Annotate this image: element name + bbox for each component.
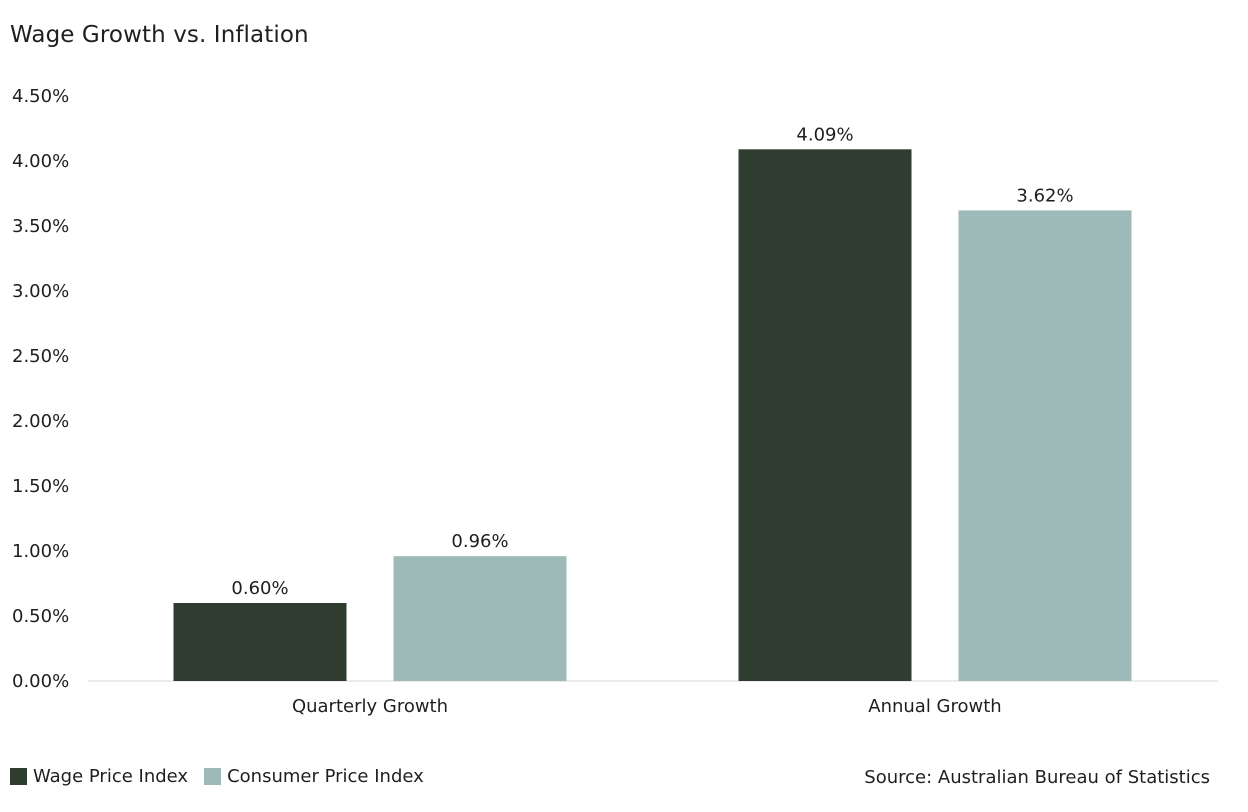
legend-item-wage: Wage Price Index [10,766,188,787]
x-tick-label: Annual Growth [868,696,1001,717]
data-label: 0.96% [451,531,508,552]
y-tick-label: 3.50% [12,216,69,237]
bars: 0.60% 0.96% 4.09% 3.62% [173,124,1132,682]
chart-title: Wage Growth vs. Inflation [10,22,309,48]
bar [173,603,347,681]
legend-swatch-wage [10,768,27,785]
data-label: 3.62% [1016,185,1073,206]
legend-label-cpi: Consumer Price Index [227,766,424,787]
legend-item-cpi: Consumer Price Index [204,766,424,787]
y-axis-ticks: 0.00% 0.50% 1.00% 1.50% 2.00% 2.50% 3.00% 3.50%… [12,86,69,692]
x-axis-labels: Quarterly Growth Annual Growth [292,696,1002,717]
source-note: Source: Australian Bureau of Statistics [864,767,1210,788]
y-tick-label: 2.50% [12,346,69,367]
bar [958,210,1132,681]
legend-label-wage: Wage Price Index [33,766,189,787]
y-tick-label: 0.50% [12,606,69,627]
bar [393,556,567,681]
y-tick-label: 0.00% [12,671,69,692]
y-tick-label: 4.00% [12,151,69,172]
y-tick-label: 1.00% [12,541,69,562]
bar [738,149,912,682]
data-label: 0.60% [231,578,288,599]
y-tick-label: 3.00% [12,281,69,302]
y-tick-label: 1.50% [12,476,69,497]
y-tick-label: 4.50% [12,86,69,107]
data-label: 4.09% [796,124,853,145]
y-tick-label: 2.00% [12,411,69,432]
x-tick-label: Quarterly Growth [292,696,448,717]
legend-swatch-cpi [204,768,222,785]
legend: Wage Price Index Consumer Price Index [10,766,440,787]
